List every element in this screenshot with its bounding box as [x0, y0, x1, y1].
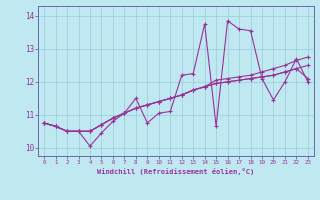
X-axis label: Windchill (Refroidissement éolien,°C): Windchill (Refroidissement éolien,°C) — [97, 168, 255, 175]
